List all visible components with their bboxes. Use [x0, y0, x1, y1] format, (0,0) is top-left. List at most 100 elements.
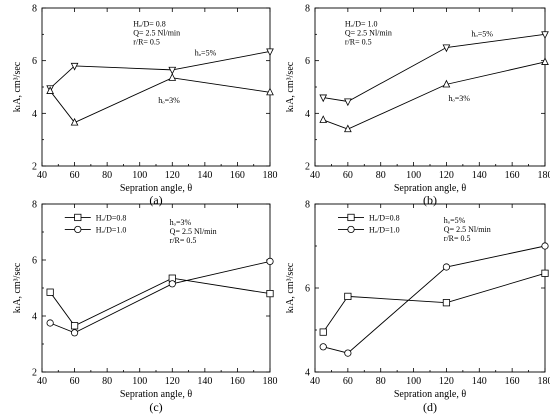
data-point	[442, 299, 451, 307]
x-tick-label: 80	[102, 376, 112, 387]
legend-marker	[347, 213, 355, 222]
x-tick-label: 40	[37, 376, 47, 387]
chart-panel-d: 40 60 80 100 120 140 160 180 4 6 8 Sepration angle,…	[285, 200, 550, 415]
data-point	[46, 288, 54, 296]
condition-annotation: Q= 2.5 Nl/min	[444, 225, 491, 234]
y-tick-label: 8	[32, 200, 37, 211]
condition-annotation: Hₒ/D= 0.8	[133, 19, 166, 28]
x-tick-label: 100	[132, 170, 147, 181]
condition-annotation: r/R= 0.5	[444, 234, 471, 243]
data-point	[344, 124, 352, 133]
data-point	[168, 73, 177, 81]
data-point	[442, 79, 451, 88]
series-line	[323, 33, 546, 102]
condition-annotation: r/R= 0.5	[170, 236, 197, 245]
x-axis-label: Sepration angle, θ	[394, 389, 466, 400]
x-tick-label: 80	[376, 170, 386, 181]
x-axis-label: Sepration angle, θ	[120, 389, 192, 400]
data-point	[266, 257, 274, 265]
x-tick-label: 140	[472, 376, 487, 387]
data-point	[266, 289, 274, 298]
panel-caption: (c)	[149, 400, 162, 414]
y-tick-label: 6	[305, 284, 310, 295]
y-axis-label: kₗA, cm³/sec	[285, 61, 296, 112]
series-line	[323, 61, 546, 130]
y-tick-label: 8	[305, 4, 310, 15]
data-point	[266, 48, 274, 57]
y-tick-label: 4	[32, 109, 37, 120]
y-tick-label: 4	[32, 312, 37, 323]
x-tick-label: 60	[343, 170, 353, 181]
x-tick-label: 120	[165, 376, 180, 387]
condition-annotation: hₒ=5%	[444, 216, 466, 225]
x-tick-label: 80	[102, 170, 112, 181]
panel-caption: (a)	[149, 193, 162, 207]
x-tick-label: 40	[310, 170, 320, 181]
legend-entry: Hₒ/D=0.8	[64, 213, 126, 222]
panel-caption: (b)	[423, 193, 437, 207]
series-0: hₒ=5%	[319, 29, 549, 107]
series-label: hₒ=3%	[158, 96, 180, 105]
x-tick-label: 100	[406, 170, 421, 181]
data-point	[168, 280, 176, 288]
data-point	[541, 242, 549, 250]
x-tick-label: 160	[505, 170, 520, 181]
data-point	[46, 86, 54, 94]
legend-marker	[74, 213, 82, 222]
legend-marker	[347, 225, 355, 234]
data-point	[541, 269, 549, 277]
x-axis-label: Sepration angle, θ	[120, 183, 192, 194]
x-tick-label: 180	[538, 376, 550, 387]
series-0: hₒ=5%	[46, 48, 274, 94]
x-tick-label: 40	[310, 376, 320, 387]
series-line	[49, 51, 271, 89]
chart-panel-b: 40 60 80 100 120 140 160 180 2 4 6 8 Sepration angle…	[285, 4, 550, 208]
data-point	[344, 349, 352, 357]
x-tick-label: 160	[230, 376, 245, 387]
data-point	[319, 328, 327, 336]
data-point	[541, 57, 549, 65]
data-point	[70, 62, 79, 71]
legend-label: Hₒ/D=1.0	[96, 225, 127, 234]
x-tick-label: 140	[472, 170, 487, 181]
series-0	[319, 269, 549, 336]
x-tick-label: 140	[197, 376, 212, 387]
series-1	[46, 257, 274, 337]
series-line	[49, 260, 271, 334]
x-tick-label: 100	[406, 376, 421, 387]
x-tick-label: 60	[70, 376, 80, 387]
x-tick-label: 60	[70, 170, 80, 181]
x-tick-label: 60	[343, 376, 353, 387]
legend-entry: Hₒ/D=1.0	[338, 225, 400, 234]
data-point	[70, 329, 79, 337]
data-point	[319, 94, 328, 103]
series-0	[46, 274, 274, 330]
series-label: hₒ=5%	[471, 29, 493, 38]
condition-annotation: r/R= 0.5	[133, 37, 160, 46]
y-tick-label: 2	[305, 162, 310, 173]
panel-caption: (d)	[423, 400, 437, 414]
data-point	[319, 115, 328, 123]
data-point	[266, 87, 274, 96]
chart-panel-a: 40 60 80 100 120 140 160 180 2 4 6 8 Sepration angle…	[12, 4, 278, 208]
x-tick-label: 160	[230, 170, 245, 181]
series-line	[322, 272, 546, 333]
legend-entry: Hₒ/D=0.8	[338, 213, 400, 222]
data-point	[442, 263, 451, 271]
y-tick-label: 4	[305, 368, 310, 379]
data-point	[344, 292, 352, 301]
condition-annotation: Q= 2.5 Nl/min	[133, 28, 180, 37]
series-label: hₒ=3%	[448, 94, 470, 103]
y-tick-label: 4	[305, 109, 310, 120]
x-tick-label: 80	[376, 376, 386, 387]
data-point	[168, 66, 177, 75]
legend-label: Hₒ/D=0.8	[369, 213, 400, 222]
chart-panel-c: 40 60 80 100 120 140 160 180 2 4 6 8 Sepration angle…	[12, 200, 278, 415]
condition-annotation: Hₒ/D= 1.0	[345, 19, 378, 28]
y-axis-label: kₗA, cm³/sec	[12, 262, 23, 313]
data-point	[442, 44, 451, 53]
series-line	[49, 77, 271, 124]
condition-annotation: Q= 2.5 Nl/min	[170, 227, 217, 236]
series-line	[323, 245, 546, 354]
